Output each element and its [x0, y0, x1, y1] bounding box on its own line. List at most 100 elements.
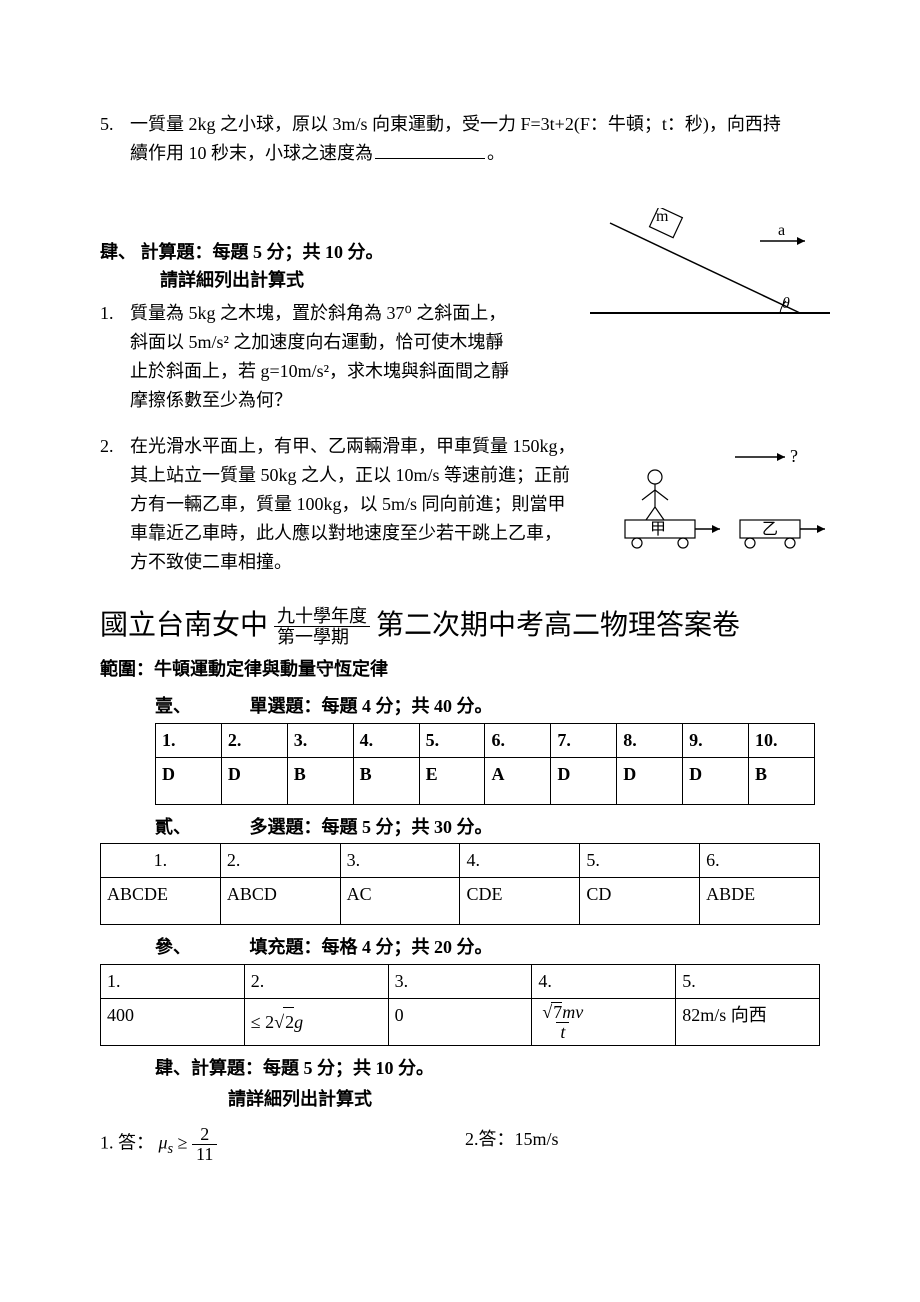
cell-ans2: ≤ 2√2g [244, 998, 388, 1045]
cq2-l3: 方有一輛乙車，質量 100kg，以 5m/s 同向前進；則當甲 [130, 494, 566, 514]
a1-sub: s [168, 1141, 174, 1157]
cell: 5. [676, 964, 820, 998]
cell-ans5: 82m/s 向西 [676, 998, 820, 1045]
cell: D [683, 757, 749, 804]
cq2-l5: 方不致使二車相撞。 [130, 552, 292, 572]
sec4-label: 肆、 [100, 242, 136, 262]
cq2-l2: 其上站立一質量 50kg 之人，正以 10m/s 等速前進；正前 [130, 465, 570, 485]
cell: 6. [485, 723, 551, 757]
qmark-label: ? [790, 446, 798, 466]
section-4-header-row: 肆、 計算題：每題 5 分；共 10 分。 請詳細列出計算式 1. 質量為 5k… [100, 208, 830, 433]
sect3-label: 參、 [155, 933, 245, 962]
a1-pre: 1. 答： [100, 1133, 154, 1153]
calc-q2-row: 2. 在光滑水平面上，有甲、乙兩輛滑車，甲車質量 150kg， 其上站立一質量 … [100, 432, 830, 594]
sect3-text: 填充題：每格 4 分；共 20 分。 [250, 937, 493, 957]
cell: ABDE [700, 878, 820, 925]
calc-q1-num: 1. [100, 299, 130, 414]
cell: ABCD [220, 878, 340, 925]
cart-diagram: ? 甲 乙 [610, 442, 830, 552]
cell: 3. [388, 964, 532, 998]
jia-label: 甲 [650, 521, 666, 538]
q5-line1: 一質量 2kg 之小球，原以 3m/s 向東運動，受一力 F=3t+2(F：牛頓… [130, 114, 781, 134]
table-row: D D B B E A D D D B [156, 757, 815, 804]
cell: 2. [221, 723, 287, 757]
cell: A [485, 757, 551, 804]
m-label: m [656, 208, 669, 225]
a1-den: 11 [192, 1144, 217, 1164]
ans4-t: t [556, 1022, 569, 1042]
cq1-l1: 質量為 5kg 之木塊，置於斜角為 37⁰ 之斜面上， [130, 303, 506, 323]
cell: CD [580, 878, 700, 925]
q5-number: 5. [100, 110, 130, 168]
cell: 5. [580, 844, 700, 878]
sect1-label: 壹、 [155, 692, 245, 721]
cell: 7. [551, 723, 617, 757]
calc-q1: 1. 質量為 5kg 之木塊，置於斜角為 37⁰ 之斜面上， 斜面以 5m/s²… [100, 299, 570, 414]
multi-choice-table: 1. 2. 3. 4. 5. 6. ABCDE ABCD AC CDE CD A… [100, 843, 820, 925]
cell: 1. [156, 723, 222, 757]
school-name: 國立台南女中 [100, 604, 268, 649]
cell: 8. [617, 723, 683, 757]
cell: 2. [244, 964, 388, 998]
section-4b-heading: 肆、計算題：每題 5 分；共 10 分。 [155, 1054, 830, 1083]
ans2-root: 2 [283, 1007, 294, 1037]
cq1-l4: 摩擦係數至少為何？ [130, 390, 292, 410]
table-row: ABCDE ABCD AC CDE CD ABDE [101, 878, 820, 925]
cq1-l2: 斜面以 5m/s² 之加速度向右運動，恰可使木塊靜 [130, 332, 503, 352]
table-row: 1. 2. 3. 4. 5. 6. [101, 844, 820, 878]
q5-line2-post: 。 [487, 143, 505, 163]
year-semester-fraction: 九十學年度 第一學期 [274, 606, 370, 648]
cell: 4. [353, 723, 419, 757]
cell: D [617, 757, 683, 804]
sec4-title: 計算題：每題 5 分；共 10 分。 [141, 242, 384, 262]
cell: E [419, 757, 485, 804]
cell: 4. [532, 964, 676, 998]
sect2-label: 貳、 [155, 813, 245, 842]
question-5: 5. 一質量 2kg 之小球，原以 3m/s 向東運動，受一力 F=3t+2(F… [100, 110, 830, 168]
calc-q1-text: 質量為 5kg 之木塊，置於斜角為 37⁰ 之斜面上， 斜面以 5m/s² 之加… [130, 299, 570, 414]
section-4-heading: 肆、 計算題：每題 5 分；共 10 分。 [100, 238, 570, 267]
sect1-text: 單選題：每題 4 分；共 40 分。 [250, 696, 493, 716]
cell: 5. [419, 723, 485, 757]
calc-q2-text: 在光滑水平面上，有甲、乙兩輛滑車，甲車質量 150kg， 其上站立一質量 50k… [130, 432, 590, 576]
table-row: 1. 2. 3. 4. 5. 6. 7. 8. 9. 10. [156, 723, 815, 757]
yi-label: 乙 [762, 521, 778, 538]
a1-ge: ≥ [178, 1133, 192, 1153]
a-label: a [778, 222, 785, 239]
final-answer-2: 2.答：15m/s [465, 1125, 830, 1164]
single-choice-table: 1. 2. 3. 4. 5. 6. 7. 8. 9. 10. D D B B E… [155, 723, 815, 805]
ans4-root: 7 [551, 1002, 562, 1022]
cell: D [156, 757, 222, 804]
scope-line: 範圍：牛頓運動定律與動量守恆定律 [100, 655, 830, 684]
cell: 3. [340, 844, 460, 878]
q5-line2-pre: 續作用 10 秒末，小球之速度為 [130, 143, 373, 163]
cell: B [749, 757, 815, 804]
cell: D [551, 757, 617, 804]
sect2-text: 多選題：每題 5 分；共 30 分。 [250, 817, 493, 837]
cell: 9. [683, 723, 749, 757]
cell: B [287, 757, 353, 804]
sec4-sub: 請詳細列出計算式 [160, 266, 570, 295]
a1-num: 2 [196, 1125, 213, 1144]
cell-ans4: √7mv t [532, 998, 676, 1045]
page: 5. 一質量 2kg 之小球，原以 3m/s 向東運動，受一力 F=3t+2(F… [0, 0, 920, 1224]
ans2-le: ≤ 2 [251, 1012, 274, 1032]
incline-diagram: m a θ [590, 208, 830, 328]
ans4-fraction: √7mv t [538, 1002, 587, 1042]
final-answers-row: 1. 答： μs ≥ 2 11 2.答：15m/s [100, 1125, 830, 1164]
a1-mu: μ [159, 1133, 168, 1153]
ans2-g: g [294, 1012, 303, 1032]
cq2-l1: 在光滑水平面上，有甲、乙兩輛滑車，甲車質量 150kg， [130, 436, 576, 456]
ans4-mv: mv [562, 1002, 583, 1022]
calc-q2: 2. 在光滑水平面上，有甲、乙兩輛滑車，甲車質量 150kg， 其上站立一質量 … [100, 432, 590, 576]
cell: B [353, 757, 419, 804]
fill-table: 1. 2. 3. 4. 5. 400 ≤ 2√2g 0 √7mv t 82m/s… [100, 964, 820, 1046]
cell: ABCDE [101, 878, 221, 925]
cell: 1. [101, 844, 221, 878]
cell: 2. [220, 844, 340, 878]
section-2-heading: 貳、 多選題：每題 5 分；共 30 分。 [155, 813, 830, 842]
final-answer-1: 1. 答： μs ≥ 2 11 [100, 1125, 465, 1164]
theta-label: θ [782, 295, 790, 312]
cq2-l4: 車靠近乙車時，此人應以對地速度至少若干跳上乙車， [130, 523, 562, 543]
cell: 4. [460, 844, 580, 878]
